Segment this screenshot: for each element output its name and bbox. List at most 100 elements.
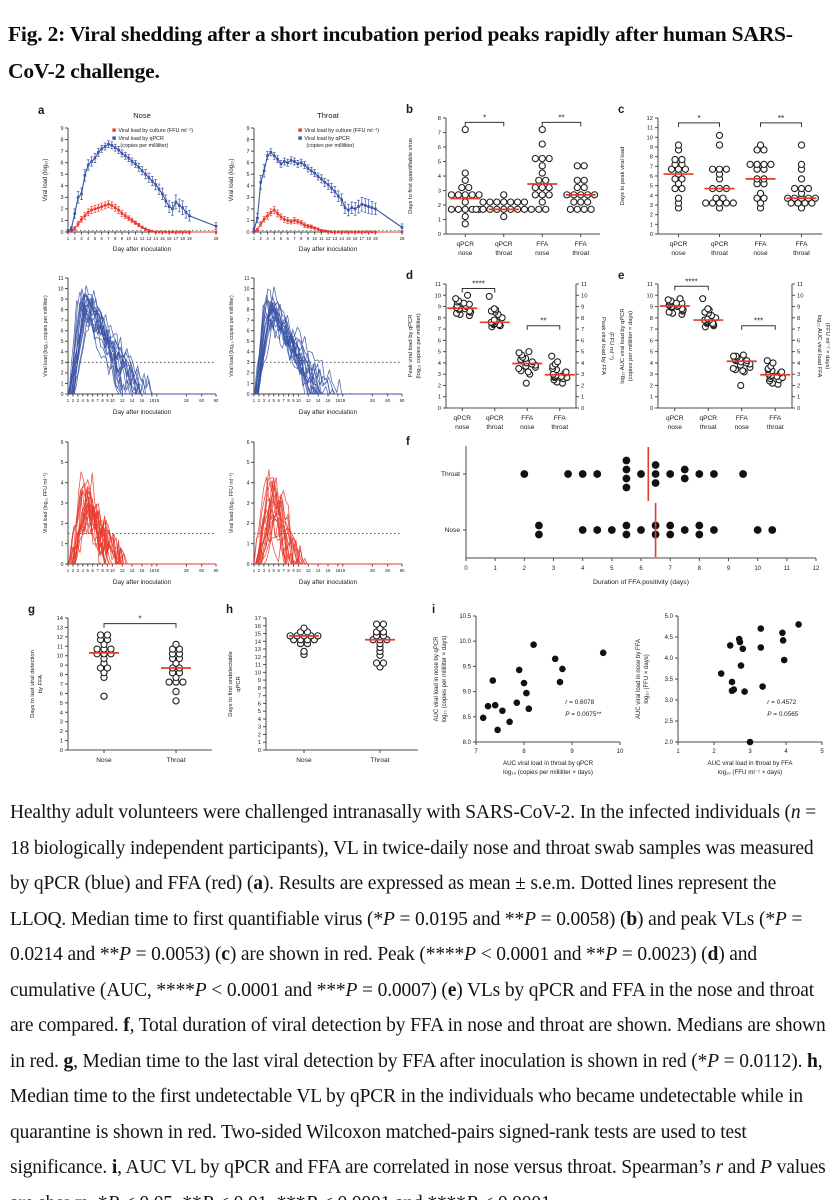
x-tick-label: 14 xyxy=(153,236,158,241)
x-tick-label: 18 xyxy=(180,236,185,241)
y-tick-label: 8 xyxy=(581,316,584,322)
figure-caption: Healthy adult volunteers were challenged… xyxy=(10,795,827,1200)
x-tick-label: 28 xyxy=(184,398,189,403)
y-tick-label: 7 xyxy=(438,131,441,137)
y-tick-label: 7 xyxy=(438,327,441,333)
y-tick-label: 10 xyxy=(57,654,63,660)
y-tick-label: 7 xyxy=(797,327,800,333)
x-tick-label: 14 xyxy=(130,398,135,403)
y-tick-label: 5 xyxy=(61,460,64,466)
caption-segment: , Median time to the last viral detectio… xyxy=(73,1050,708,1072)
y-tick-label: 7 xyxy=(581,327,584,333)
axes: 0 1 2 3 4 5 6 7 8 9 10 11 0 1 2 3 4 5 6 7 8 9 10 11 xyxy=(647,282,804,412)
caption-segment: , Total duration of viral detection by F… xyxy=(10,1015,826,1072)
y-tick-label: 6 xyxy=(797,338,800,344)
x-tick-label: 9 xyxy=(292,568,295,573)
legend: Viral load by culture (FFU ml⁻¹) Viral lo… xyxy=(298,128,379,149)
y-tick-label: 3 xyxy=(61,360,64,366)
y-axis-label: log₁₀ (FFU × days) xyxy=(644,654,650,703)
y-tick-label: 0 xyxy=(438,232,441,238)
y-tick-label: 17 xyxy=(255,616,261,622)
y-tick-label: 4 xyxy=(60,710,64,716)
significance-label: **** xyxy=(685,277,697,286)
dot-group xyxy=(702,131,737,212)
caption-segment: c xyxy=(221,944,230,965)
x-tick-label: 9 xyxy=(727,566,731,572)
x-tick-label: 28 xyxy=(400,236,405,241)
y-tick-label: 5 xyxy=(650,184,653,190)
caption-segment: Healthy adult volunteers were challenged… xyxy=(10,802,791,823)
x-tick-label: 10 xyxy=(296,398,301,403)
dot-group xyxy=(93,631,115,700)
y-tick-label: 4 xyxy=(650,193,654,199)
y-tick-label: 0 xyxy=(650,406,653,412)
x-tick-label: 8 xyxy=(522,749,526,755)
y-tick-label: 5 xyxy=(438,350,441,356)
x-axis-label: Day after inoculation xyxy=(113,246,172,253)
caption-segment: P xyxy=(464,944,476,965)
y-tick-label: 4.0 xyxy=(665,656,674,662)
y-tick-label: 1 xyxy=(650,222,653,228)
x-tick-label: 90 xyxy=(214,568,219,573)
x-tick-label: 10 xyxy=(312,236,317,241)
panel-letter: g xyxy=(28,604,35,616)
x-axis-label: Duration of FFA positivity (days) xyxy=(593,579,689,586)
y-tick-label: 6 xyxy=(258,701,261,707)
category-label: Throat xyxy=(370,757,389,764)
x-tick-label: 9 xyxy=(121,236,124,241)
y-tick-label: 7 xyxy=(247,318,250,324)
category-label: FFA xyxy=(769,415,782,422)
category-label: Nose xyxy=(96,757,112,764)
x-tick-label: 12 xyxy=(326,236,331,241)
legend-label: Viral load by culture (FFU ml⁻¹) xyxy=(304,128,379,134)
x-tick-label: 8 xyxy=(101,398,104,403)
x-tick-label: 11 xyxy=(133,236,138,241)
category-label: throat xyxy=(711,250,728,257)
category-label: nose xyxy=(520,424,535,431)
x-tick-label: 2 xyxy=(523,566,527,572)
x-tick-label: 2 xyxy=(712,749,716,755)
y-axis-label: log₁₀ (copies per milliliter × days) xyxy=(442,635,448,722)
x-tick-label: 9 xyxy=(106,398,109,403)
y-tick-label: 5 xyxy=(650,350,653,356)
x-tick-label: 11 xyxy=(319,236,324,241)
y-axis-label: Viral load (log₁₀ copies per milliliter) xyxy=(229,295,235,377)
caption-segment: d xyxy=(707,944,719,965)
x-tick-label: 10 xyxy=(126,236,131,241)
legend-label: Viral load by culture (FFU ml⁻¹) xyxy=(118,128,193,134)
y-tick-label: 1 xyxy=(247,218,250,224)
y-tick-label: 12 xyxy=(647,116,653,122)
category-label: FFA xyxy=(736,415,749,422)
right-y-axis-label: log₁₀ AUC viral load FFA xyxy=(816,315,822,378)
y-tick-label: 2 xyxy=(60,729,63,735)
x-tick-label: 2 xyxy=(72,568,75,573)
dot-group xyxy=(763,357,786,388)
y-tick-label: 2.0 xyxy=(665,740,674,746)
participant-lines xyxy=(254,286,402,396)
x-tick-label: 6 xyxy=(287,236,290,241)
y-tick-label: 1 xyxy=(650,395,653,401)
y-tick-label: 2 xyxy=(258,732,261,738)
x-tick-label: 4 xyxy=(273,236,276,241)
x-tick-label: 9 xyxy=(292,398,295,403)
y-tick-label: 1 xyxy=(438,218,441,224)
x-tick-label: 4 xyxy=(82,568,85,573)
caption-segment: , Median time to the first undetectable … xyxy=(10,1050,823,1179)
significance-bracket xyxy=(741,325,776,330)
panel-i1-chart: 7 8 9 10 8.0 8.5 9.0 9.5 10.0 10.5 AUC viral load … xyxy=(432,604,624,776)
y-tick-label: 3 xyxy=(650,203,653,209)
legend: Viral load by culture (FFU ml⁻¹) Viral lo… xyxy=(112,128,193,149)
y-tick-label: 3.0 xyxy=(665,698,674,704)
legend-label: (copies per milliliter) xyxy=(306,143,354,149)
x-tick-label: 14 xyxy=(316,398,321,403)
dot-group xyxy=(717,621,802,746)
dot-group xyxy=(369,620,391,671)
x-tick-label: 4 xyxy=(268,398,271,403)
caption-segment: P xyxy=(202,1193,214,1200)
participant-lines xyxy=(67,285,216,396)
dot-group xyxy=(699,295,720,331)
y-tick-label: 4 xyxy=(247,184,250,190)
y-tick-label: 6 xyxy=(61,160,64,166)
y-tick-label: 7 xyxy=(650,164,653,170)
